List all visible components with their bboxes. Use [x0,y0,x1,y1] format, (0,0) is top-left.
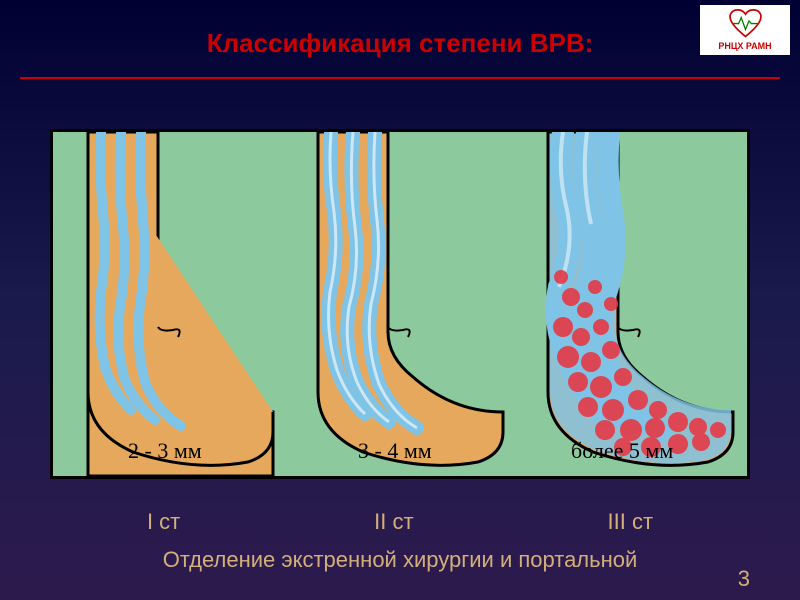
panel-stage-1: 2 - 3 мм [63,132,283,476]
panel-stage-3: более 5 мм [523,132,743,476]
stage-label-1: I ст [147,509,180,535]
footer-text: Отделение экстренной хирургии и портальн… [0,547,800,573]
heart-logo-icon [728,9,763,39]
logo-text: РНЦХ РАМН [718,41,771,51]
size-label-2: 3 - 4 мм [358,438,432,464]
classification-figure: 2 - 3 мм 3 - 4 мм [50,129,750,479]
stage-label-3: III ст [608,509,654,535]
panel-stage-2: 3 - 4 мм [293,132,513,476]
stage-labels-row: I ст II ст III ст [50,509,750,535]
page-number: 3 [738,566,750,592]
size-label-3: более 5 мм [571,438,673,464]
stage-label-2: II ст [374,509,413,535]
institution-logo: РНЦХ РАМН [700,5,790,55]
page-title: Классификация степени ВРВ: [0,0,800,59]
title-divider [20,77,780,79]
size-label-1: 2 - 3 мм [128,438,202,464]
